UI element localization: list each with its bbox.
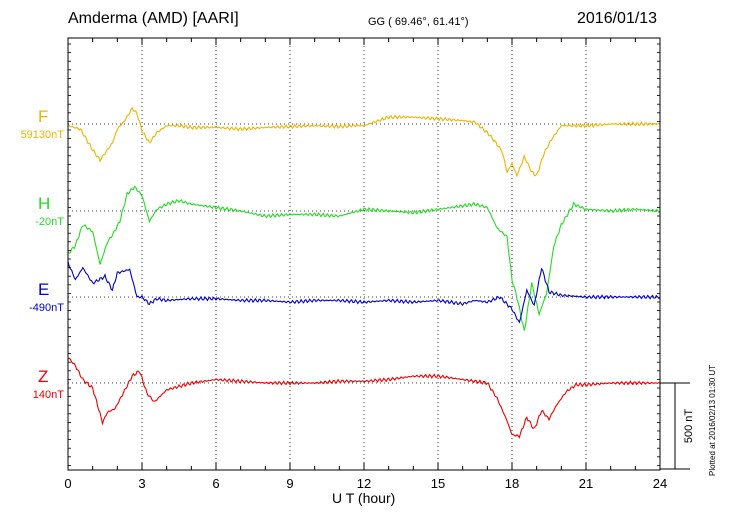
x-tick-label: 12: [357, 476, 371, 491]
plotted-timestamp: Plotted at 2016/02/13 01:30 UT: [708, 364, 717, 476]
chart-date: 2016/01/13: [577, 10, 658, 27]
series-line-e: [67, 261, 661, 324]
series-name-f: F: [38, 107, 49, 126]
series-line-z: [67, 357, 661, 439]
series-traces: [67, 106, 661, 439]
scale-bar: 500 nT: [660, 382, 695, 470]
series-line-f: [67, 106, 661, 178]
x-tick-label: 21: [579, 476, 593, 491]
x-tick-label: 15: [431, 476, 445, 491]
chart-title: Amderma (AMD) [AARI]: [68, 10, 239, 27]
x-tick-label: 18: [505, 476, 519, 491]
series-line-h: [67, 185, 661, 331]
series-name-e: E: [38, 280, 50, 299]
station-coordinates: GG ( 69.46°, 61.41°): [368, 16, 469, 28]
scale-bar-label: 500 nT: [683, 409, 695, 444]
x-tick-label: 3: [138, 476, 145, 491]
series-name-h: H: [38, 194, 51, 213]
x-tick-label: 9: [286, 476, 293, 491]
series-name-z: Z: [38, 367, 49, 386]
series-baseline-z: 140nT: [32, 389, 64, 401]
x-axis-label: U T (hour): [332, 490, 396, 506]
x-tick-label: 24: [653, 476, 667, 491]
x-tick-label: 6: [212, 476, 219, 491]
grid-lines: [68, 38, 660, 470]
axis-ticks: 0 3 6 9 12 15 18 21 24: [64, 38, 667, 491]
series-baseline-h: -20nT: [35, 216, 64, 228]
x-tick-label: 0: [64, 476, 71, 491]
series-baseline-f: 59130nT: [20, 129, 64, 141]
series-baseline-e: -490nT: [29, 302, 64, 314]
